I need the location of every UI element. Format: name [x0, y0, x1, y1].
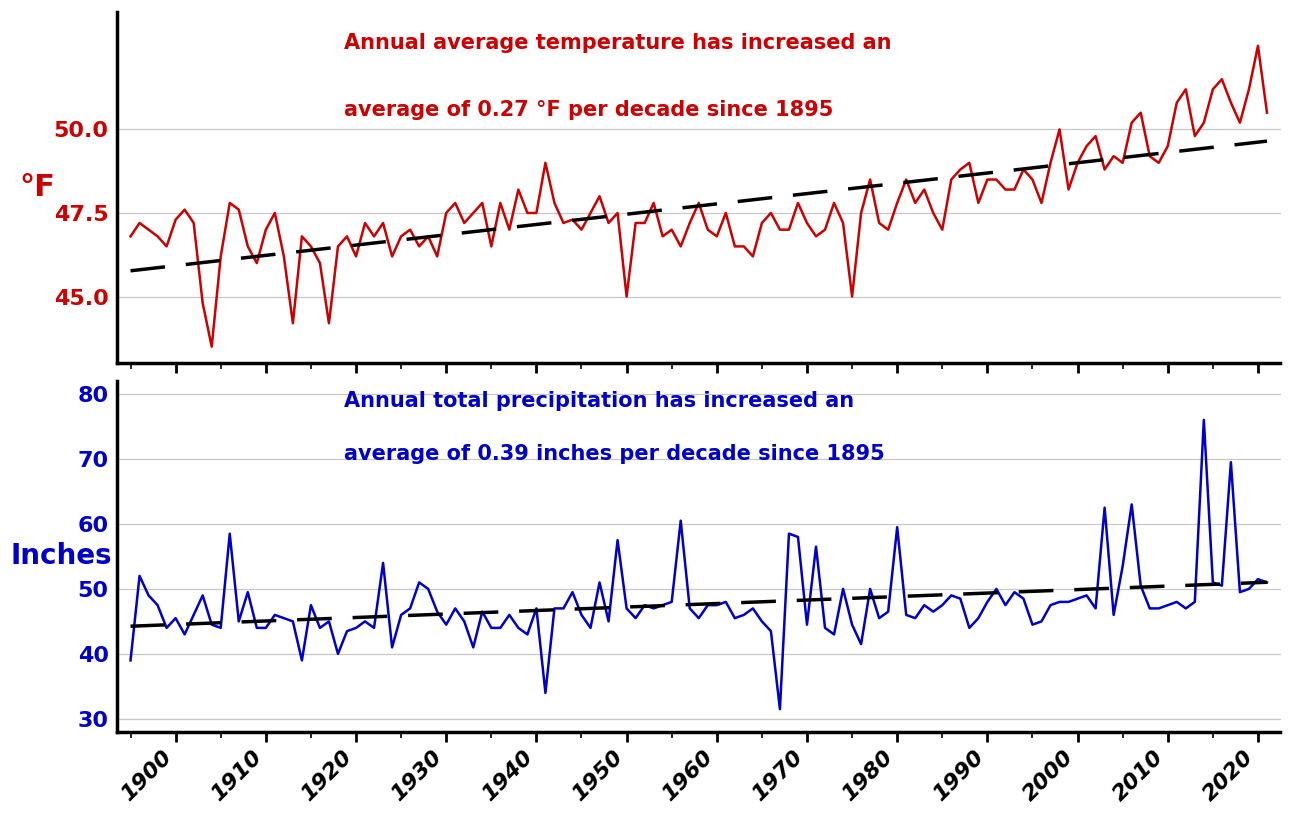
Text: average of 0.39 inches per decade since 1895: average of 0.39 inches per decade since …	[344, 444, 884, 464]
Text: Annual total precipitation has increased an: Annual total precipitation has increased…	[344, 391, 854, 412]
Text: Annual average temperature has increased an: Annual average temperature has increased…	[344, 33, 892, 54]
Y-axis label: °F: °F	[20, 174, 55, 203]
Text: average of 0.27 °F per decade since 1895: average of 0.27 °F per decade since 1895	[344, 100, 833, 120]
Y-axis label: Inches: Inches	[10, 543, 112, 571]
